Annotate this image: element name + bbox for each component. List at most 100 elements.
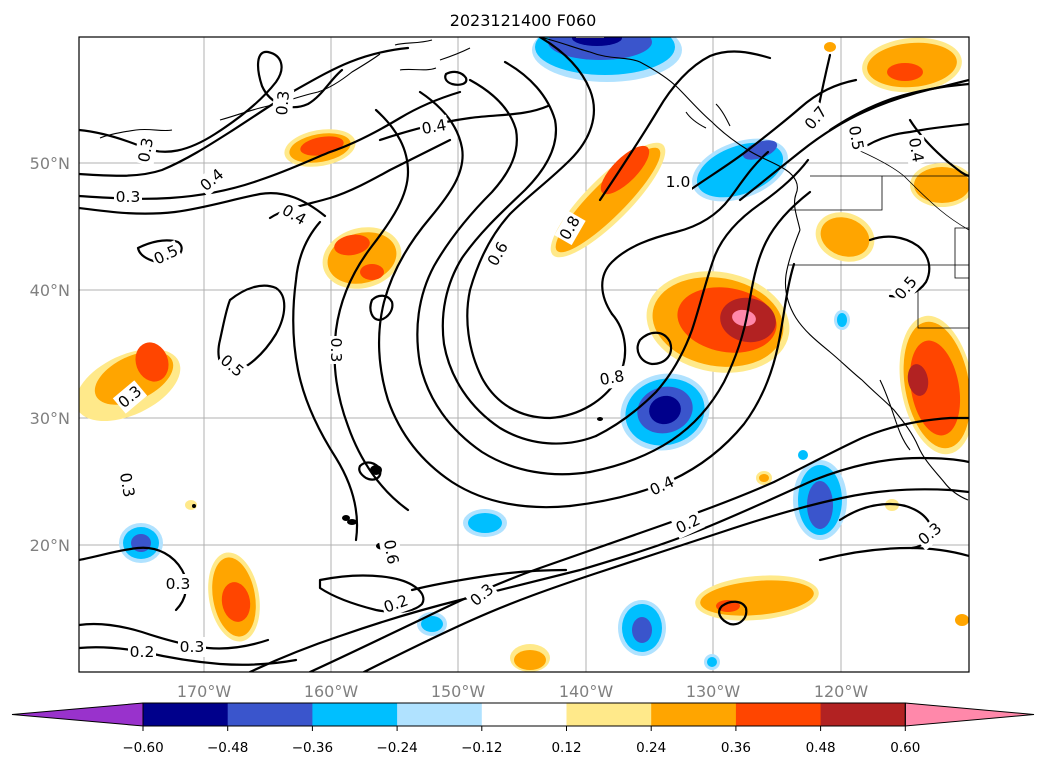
map-frame — [78, 36, 970, 673]
latitude-ticks: 50°N 40°N 30°N 20°N — [30, 154, 70, 555]
coastline — [879, 379, 911, 451]
lon-tick-label: 140°W — [559, 682, 614, 701]
island — [597, 417, 603, 421]
contour-line — [292, 220, 359, 542]
lon-tick-label: 150°W — [431, 682, 486, 701]
contour-line — [858, 122, 969, 152]
anomaly-negative-region — [798, 450, 808, 460]
contour-label-background — [128, 642, 156, 662]
anomaly-positive-region — [514, 650, 546, 670]
colorbar-tick-label: 0.12 — [551, 740, 581, 756]
colorbar-segment — [143, 703, 229, 726]
contour-line — [369, 294, 394, 322]
contour-label: 0.2 — [130, 643, 155, 661]
contour-label-background — [554, 210, 586, 246]
contour-label-background — [843, 122, 869, 154]
colorbar-tick-label: 0.48 — [806, 740, 836, 756]
colorbar-segment — [312, 703, 398, 726]
contour-label-background — [799, 100, 833, 136]
contour-label-background — [133, 134, 159, 166]
state-border — [857, 149, 969, 231]
colorbar-segment — [227, 703, 313, 726]
coastline — [784, 229, 969, 501]
contour-label-background — [664, 172, 692, 192]
anomaly-positive-region — [716, 600, 740, 612]
colorbar-tick-label: −0.36 — [292, 740, 333, 756]
colorbar-frame — [142, 702, 906, 727]
colorbar-segment — [735, 703, 822, 726]
island — [342, 515, 350, 521]
contour-label-background — [271, 88, 295, 118]
contour-label-background — [326, 336, 346, 364]
contour-line — [358, 461, 382, 481]
contour-line — [79, 622, 270, 650]
anomaly-positive-region — [955, 614, 969, 626]
anomaly-positive-region — [334, 234, 370, 256]
lon-tick-label: 170°W — [177, 682, 232, 701]
contour-label: 1.0 — [666, 173, 691, 191]
contour-label: 0.4 — [420, 116, 447, 138]
contour-label: 0.3 — [116, 471, 138, 498]
contour-label-background — [903, 134, 929, 166]
anomaly-negative-region — [632, 617, 652, 643]
colorbar-tick-label: −0.48 — [207, 740, 248, 756]
contour-label: 0.3 — [273, 90, 293, 116]
colorbar-tick-label: 0.60 — [890, 740, 920, 756]
colorbar-segment — [397, 703, 483, 726]
lat-tick-label: 40°N — [30, 281, 70, 300]
contour-line — [136, 239, 183, 264]
lat-tick-label: 20°N — [30, 536, 70, 555]
contour-line — [248, 456, 969, 672]
contour-line — [908, 118, 969, 178]
contour-line — [828, 82, 969, 132]
contour-label: 0.6 — [380, 538, 402, 565]
lon-tick-label: 120°W — [814, 682, 869, 701]
contour-label-background — [418, 114, 450, 140]
contour-line — [441, 60, 598, 445]
contour-line — [79, 646, 298, 666]
coastline — [539, 37, 801, 231]
anomaly-negative-region — [742, 140, 778, 160]
colorbar: −0.60 −0.48 −0.36 −0.24 −0.12 0.12 0.24 0.36 0.4… — [11, 702, 1035, 756]
colorbar-segment — [566, 703, 652, 726]
lat-tick-label: 50°N — [30, 154, 70, 173]
contour-line — [568, 262, 796, 508]
coastlines — [99, 37, 969, 550]
contour-label-background — [645, 471, 679, 501]
anomaly-negative-region — [548, 37, 652, 60]
contour-line — [362, 488, 969, 672]
contour-line — [466, 37, 627, 420]
coastline — [219, 53, 381, 121]
anomaly-negative-region — [468, 513, 502, 533]
contour-line — [410, 568, 568, 592]
contour-label-background — [596, 365, 628, 391]
contour-line — [217, 284, 286, 374]
anomaly-positive-region — [820, 217, 870, 257]
anomaly-negative-region — [572, 37, 622, 46]
colorbar-segment — [651, 703, 737, 726]
anomaly-negative-region — [649, 395, 681, 425]
colorbar-tick-label: 0.24 — [636, 740, 666, 756]
contour-line — [601, 150, 770, 316]
contour-label: 0.3 — [166, 575, 191, 593]
contour-label: 0.3 — [327, 338, 345, 363]
coastline — [394, 39, 471, 71]
coastline — [685, 103, 731, 129]
anomaly-negative-region — [707, 657, 717, 667]
anomaly-negative-region — [837, 313, 847, 327]
lon-tick-label: 160°W — [304, 682, 359, 701]
contour-label-background — [214, 349, 250, 383]
contour-line — [588, 190, 812, 474]
contour-label-background — [276, 199, 312, 231]
anomaly-positive-region — [907, 364, 929, 396]
contour-line — [79, 46, 410, 177]
contour-label: 0.3 — [135, 136, 157, 163]
anomaly-positive-region — [909, 340, 961, 436]
contour-line — [308, 416, 969, 672]
contour-line — [718, 600, 748, 626]
island — [347, 519, 357, 525]
contour-line — [79, 90, 462, 200]
contour-label-background — [194, 163, 230, 197]
contour-label-background — [671, 509, 705, 539]
contour-line — [333, 108, 410, 512]
